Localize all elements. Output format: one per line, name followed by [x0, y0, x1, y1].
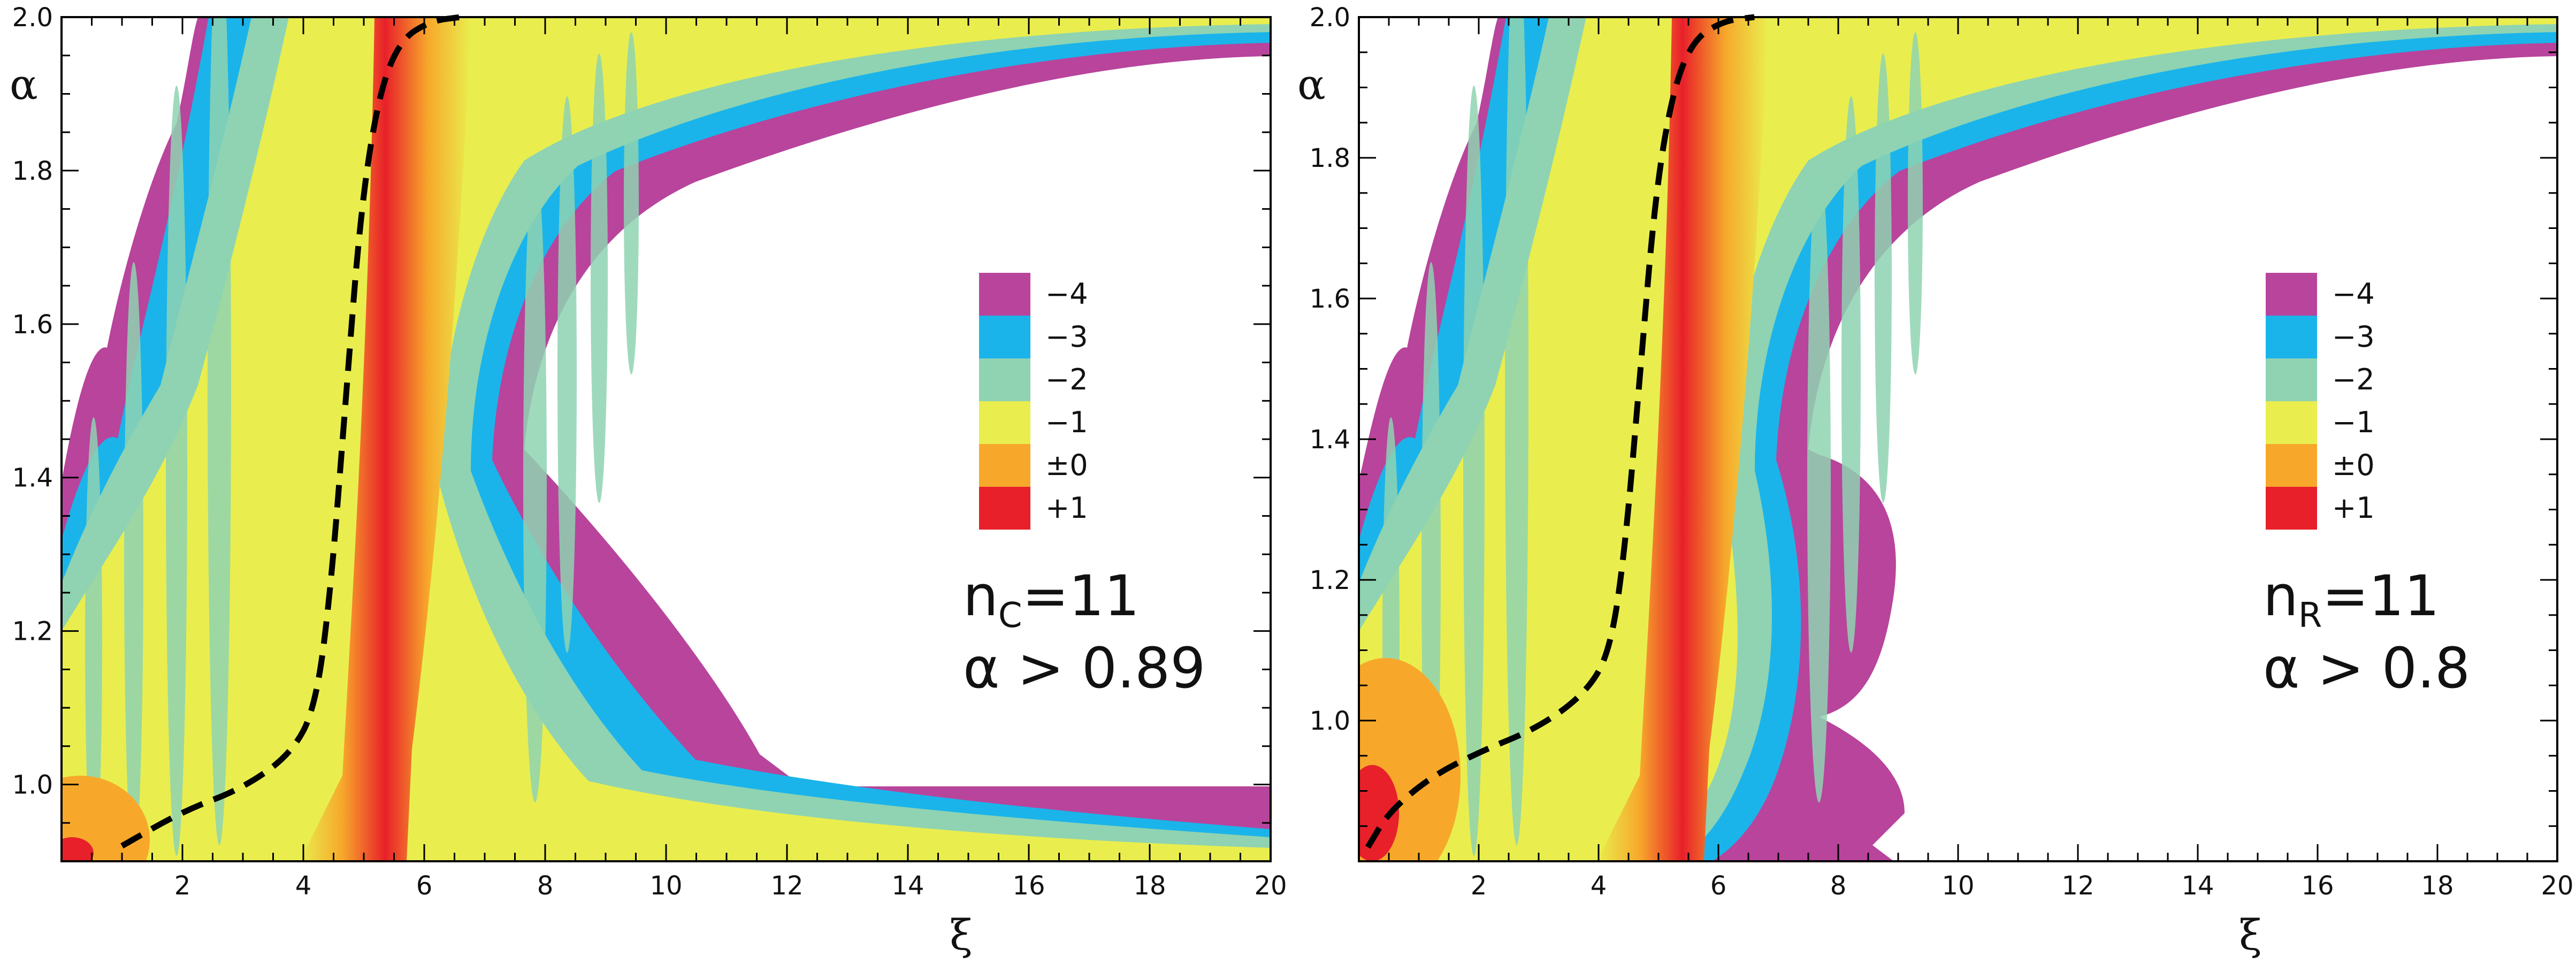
right-legend-swatch [2266, 316, 2317, 358]
right-x-tick-label: 20 [2541, 871, 2573, 901]
left-x-tick-label: 12 [770, 871, 803, 901]
left-legend-label: ±0 [1045, 448, 1088, 482]
left-x-tick-label: 10 [649, 871, 682, 901]
right-legend-swatch [2266, 487, 2317, 530]
left-legend-swatch [979, 401, 1030, 444]
right-corner-red [1359, 765, 1399, 861]
left-legend-label: +1 [1045, 491, 1088, 525]
right-annotation-line1: nR=11 [2263, 563, 2440, 636]
right-y-tick-label: 1.0 [1310, 706, 1350, 736]
right-legend-label: −4 [2332, 277, 2375, 311]
right-y-tick-label: 1.8 [1310, 143, 1350, 173]
left-xlabel: ξ [950, 912, 973, 960]
right-legend-label: −2 [2332, 363, 2375, 396]
right-dashed-curve [1365, 14, 1755, 849]
right-legend-swatch [2266, 401, 2317, 444]
right-heatmap [1359, 17, 2557, 861]
right-legend-label: −3 [2332, 320, 2375, 354]
left-annotation-line2: α > 0.89 [963, 636, 1205, 701]
left-x-tick-label: 2 [174, 871, 191, 901]
right-panel: 2 4 6 8 10 12 14 16 18 20 1.01.21.41.61.82.0 α ξ … [1297, 3, 2574, 960]
right-legend-swatch [2266, 444, 2317, 487]
right-x-tick-label: 18 [2421, 871, 2453, 901]
right-x-tick-label: 4 [1591, 871, 1607, 901]
left-legend-label: −4 [1045, 277, 1088, 311]
right-legend-swatch [2266, 273, 2317, 316]
right-legend-label: ±0 [2332, 448, 2375, 482]
right-legend-swatch [2266, 358, 2317, 401]
right-x-tick-label: 16 [2301, 871, 2334, 901]
left-x-tick-label: 4 [295, 871, 312, 901]
left-y-ticks: 1.0 1.2 1.4 1.6 1.8 2.0 [12, 3, 1271, 862]
left-band-pm0 [300, 17, 471, 861]
left-x-tick-label: 20 [1254, 871, 1287, 901]
left-y-tick-label: 2.0 [12, 3, 53, 33]
right-x-ticks: 2 4 6 8 10 12 14 16 18 20 [1388, 17, 2574, 901]
left-legend-label: −3 [1045, 320, 1088, 354]
right-y-tick-label: 1.2 [1310, 565, 1350, 595]
right-legend-label: −1 [2332, 405, 2375, 439]
left-y-tick-label: 1.6 [12, 310, 53, 340]
right-y-tick-label: 1.4 [1310, 425, 1350, 455]
right-x-tick-label: 10 [1941, 871, 1974, 901]
right-x-tick-label: 14 [2181, 871, 2214, 901]
left-x-tick-label: 8 [537, 871, 554, 901]
left-y-tick-label: 1.2 [12, 617, 53, 647]
left-annotation-line1: nC=11 [963, 563, 1140, 636]
left-x-tick-label: 6 [416, 871, 433, 901]
left-legend-swatch [979, 273, 1030, 316]
left-x-tick-label: 18 [1133, 871, 1166, 901]
left-ylabel: α [10, 61, 38, 109]
right-lobe-stripes [1382, 17, 1923, 861]
right-x-tick-label: 12 [2061, 871, 2094, 901]
left-legend-label: −1 [1045, 405, 1088, 439]
right-x-tick-label: 2 [1471, 871, 1487, 901]
right-ylabel: α [1297, 61, 1326, 109]
right-legend-label: +1 [2332, 491, 2375, 525]
left-heatmap [62, 17, 1271, 861]
left-lobe-stripes [85, 17, 639, 861]
right-legend: −4 −3 −2 −1 ±0 +1 [2266, 273, 2375, 530]
left-dashed-curve [120, 14, 461, 849]
left-legend-label: −2 [1045, 363, 1088, 396]
left-y-tick-label: 1.8 [12, 156, 53, 186]
right-band-pm0 [1597, 17, 1768, 861]
right-x-tick-label: 6 [1710, 871, 1727, 901]
left-panel: 2 4 6 8 10 12 14 16 18 20 1.01.21.41.61.82.0 α ξ … [10, 3, 1287, 960]
right-annotation-line2: α > 0.8 [2263, 636, 2470, 701]
right-xlabel: ξ [2239, 912, 2262, 960]
left-legend-swatch [979, 487, 1030, 530]
right-y-tick-label: 1.6 [1310, 284, 1350, 314]
left-x-tick-label: 14 [891, 871, 924, 901]
left-legend-swatch [979, 316, 1030, 358]
left-corner-red [62, 837, 94, 861]
left-x-ticks: 2 4 6 8 10 12 14 16 18 20 [91, 17, 1287, 901]
right-y-ticks: 1.0 1.2 1.4 1.6 1.8 2.0 [1310, 3, 2557, 862]
right-y-tick-label: 2.0 [1310, 3, 1350, 33]
left-legend: −4 −3 −2 −1 ±0 +1 [979, 273, 1088, 530]
left-y-tick-label: 1.4 [12, 463, 53, 493]
left-y-tick-label: 1.0 [12, 770, 53, 800]
left-legend-swatch [979, 444, 1030, 487]
right-x-tick-label: 8 [1830, 871, 1847, 901]
left-legend-swatch [979, 358, 1030, 401]
left-x-tick-label: 16 [1012, 871, 1045, 901]
